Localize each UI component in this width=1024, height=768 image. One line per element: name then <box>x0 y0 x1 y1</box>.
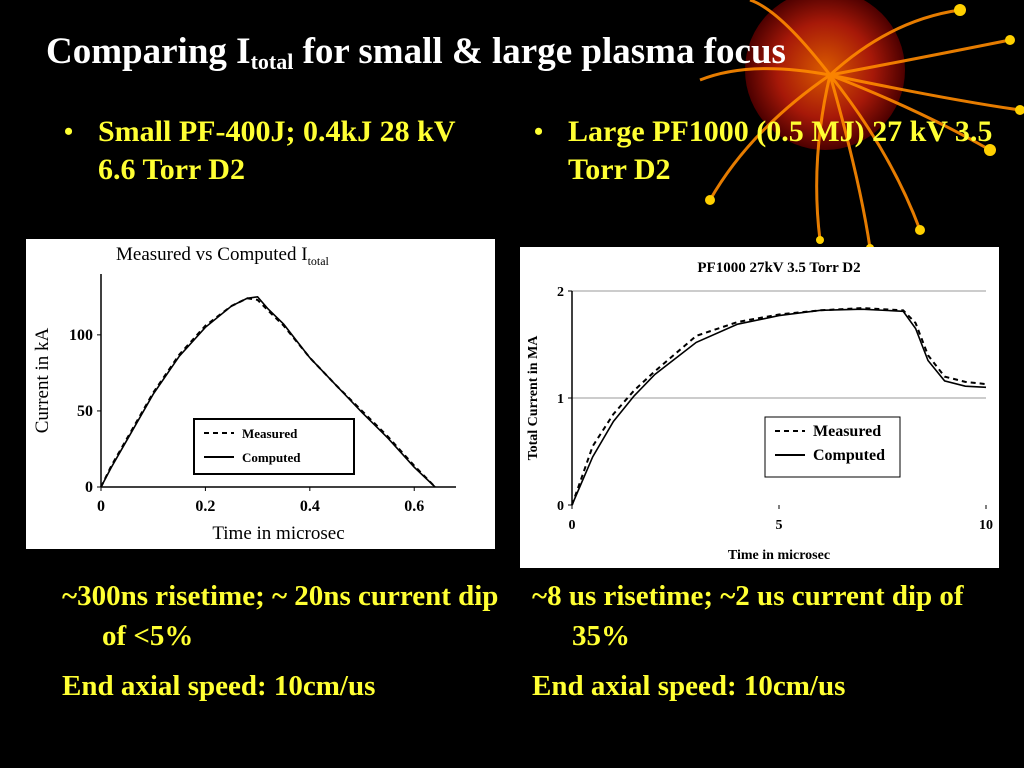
right-note-1: ~8 us risetime; ~2 us current dip of 35% <box>532 580 964 652</box>
y-tick-label: 0 <box>557 499 564 514</box>
left-chart: Measured vs Computed Itotal 0 50 100 0 0.2 0.4… <box>32 244 456 544</box>
x-tick-label: 0 <box>569 518 576 533</box>
left-bullet: • Small PF-400J; 0.4kJ 28 kV 6.6 Torr D2 <box>64 115 455 186</box>
legend-label-computed: Computed <box>242 450 301 465</box>
series-line-computed <box>571 308 987 506</box>
y-tick-label: 0 <box>85 479 93 496</box>
left-note-1: ~300ns risetime; ~ 20ns current dip of <… <box>62 580 499 652</box>
legend-label-measured: Measured <box>813 423 881 440</box>
right-notes: ~8 us risetime; ~2 us current dip of 35%… <box>532 576 972 706</box>
y-axis-label: Current in kA <box>32 327 53 433</box>
chart-title: Measured vs Computed Itotal <box>116 244 330 268</box>
right-note-2: End axial speed: 10cm/us <box>532 670 846 702</box>
x-tick-label: 0.4 <box>300 498 320 515</box>
legend-box <box>193 418 355 475</box>
series-line-computed <box>100 295 436 488</box>
x-tick-label: 0.2 <box>195 498 215 515</box>
right-bullet-text: Large PF1000 (0.5 MJ) 27 kV 3.5 Torr D2 <box>568 115 993 186</box>
left-bullet-text: Small PF-400J; 0.4kJ 28 kV 6.6 Torr D2 <box>98 115 455 186</box>
x-axis-label: Time in microsec <box>728 548 830 563</box>
right-bullet: • Large PF1000 (0.5 MJ) 27 kV 3.5 Torr D2 <box>534 115 993 186</box>
series-line-measured <box>571 307 987 506</box>
left-note-2: End axial speed: 10cm/us <box>62 670 376 702</box>
x-tick-label: 10 <box>979 518 993 533</box>
y-tick-label: 50 <box>77 403 93 420</box>
chart-title: PF1000 27kV 3.5 Torr D2 <box>697 260 860 276</box>
x-tick-label: 0.6 <box>404 498 424 515</box>
x-tick-label: 0 <box>97 498 105 515</box>
legend-label-measured: Measured <box>242 426 298 441</box>
y-tick-label: 100 <box>69 327 93 344</box>
left-chart-panel: Measured vs Computed Itotal 0 50 100 0 0.2 0.4… <box>26 239 495 549</box>
right-chart: PF1000 27kV 3.5 Torr D2 0 1 2 0 5 10 Time in mi… <box>526 260 993 563</box>
slide-title: Comparing Itotal for small & large plasm… <box>46 31 786 74</box>
right-chart-panel: PF1000 27kV 3.5 Torr D2 0 1 2 0 5 10 Time in mi… <box>520 247 999 568</box>
y-axis-label: Total Current in MA <box>526 335 541 461</box>
y-tick-label: 2 <box>557 285 564 300</box>
x-tick-label: 5 <box>776 518 783 533</box>
legend-box <box>764 416 901 478</box>
legend-label-computed: Computed <box>813 447 885 464</box>
left-notes: ~300ns risetime; ~ 20ns current dip of <… <box>62 576 502 706</box>
x-axis-label: Time in microsec <box>212 523 344 544</box>
y-tick-label: 1 <box>557 392 564 407</box>
